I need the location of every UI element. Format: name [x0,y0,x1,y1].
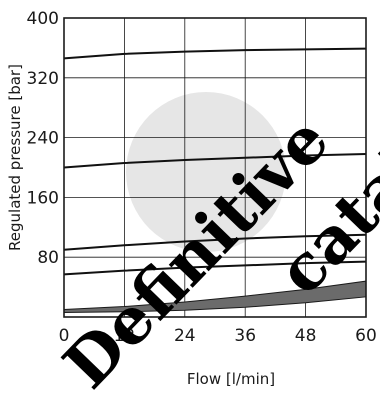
series-line-4 [63,260,367,276]
y-tick-label: 320 [27,69,59,89]
y-tick-label: 400 [27,9,59,29]
y-tick-label: 80 [37,248,59,268]
plot-frame [63,17,367,318]
y-tick-label: 240 [27,129,59,149]
grid [64,18,366,317]
x-tick-label: 60 [355,326,377,346]
y-axis-title: Regulated pressure [bar] [6,64,24,251]
y-tick-label: 160 [27,188,59,208]
y-tick-labels: 80 160 240 320 400 [27,9,59,268]
series-line-1 [63,47,367,60]
x-tick-label: 12 [114,326,136,346]
x-tick-label: 24 [174,326,196,346]
x-tick-label: 0 [59,326,70,346]
series-line-2 [63,153,367,169]
x-axis-title: Flow [l/min] [187,370,275,388]
x-tick-labels: 0 12 24 36 48 60 [59,326,377,346]
x-tick-label: 36 [234,326,256,346]
watermark-circle [126,92,286,252]
x-tick-label: 48 [295,326,317,346]
series-line-3 [63,233,367,251]
